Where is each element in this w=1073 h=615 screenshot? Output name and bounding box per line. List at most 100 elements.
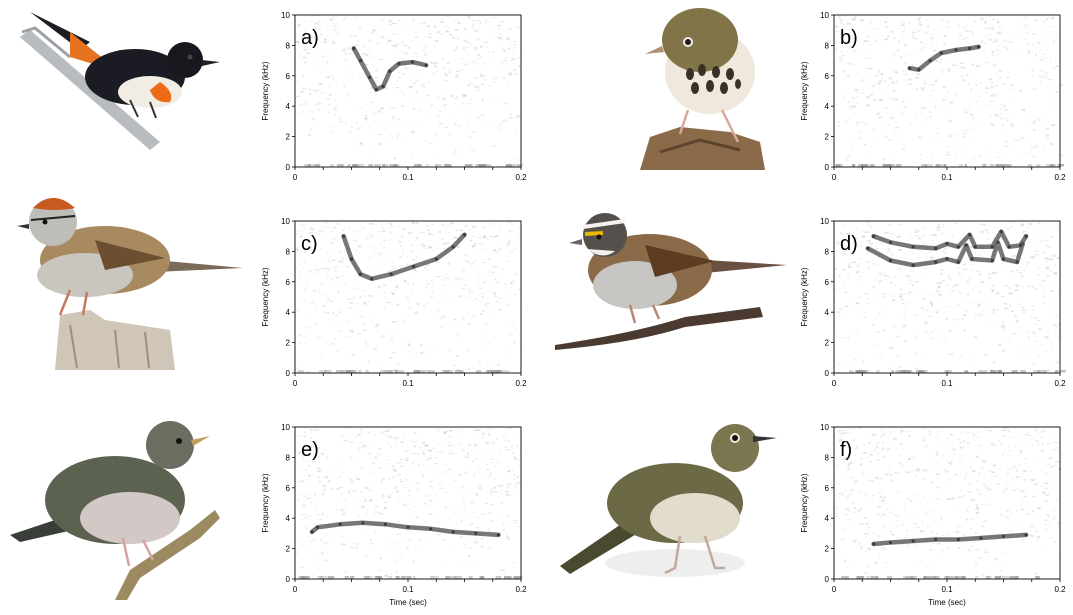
y-tick-label: 0	[286, 575, 291, 584]
trace-point	[1001, 257, 1006, 261]
x-axis-title: Time (sec)	[389, 598, 427, 607]
plot-area-b	[834, 15, 1060, 167]
y-tick-label: 2	[825, 133, 830, 142]
trace-point	[451, 245, 455, 249]
y-tick-label: 10	[281, 217, 290, 226]
trace-point	[990, 245, 994, 249]
y-tick-label: 4	[825, 308, 830, 317]
chipping-sparrow-illustration	[17, 198, 243, 370]
trace-point	[429, 527, 433, 531]
trace-point	[412, 265, 416, 269]
trace-point	[358, 272, 363, 276]
y-tick-label: 4	[286, 308, 291, 317]
ovenbird-illustration	[640, 8, 765, 170]
trace-point	[368, 75, 372, 79]
y-tick-label: 8	[286, 247, 291, 256]
x-tick-label: 0	[293, 173, 298, 182]
x-tick-label: 0.1	[941, 585, 953, 594]
y-axis-title: Frequency (kHz)	[261, 473, 270, 532]
trace-point	[316, 525, 320, 529]
swainsons-thrush-illustration	[560, 424, 777, 577]
spectrogram-noise-b	[834, 15, 1065, 168]
spectrogram-noise-d	[834, 221, 1066, 373]
trace-point	[352, 46, 356, 51]
plot-area-a	[295, 15, 521, 167]
trace-point	[1024, 234, 1028, 238]
x-tick-label: 0	[293, 379, 298, 388]
x-tick-label: 0.2	[1054, 379, 1066, 388]
trace-point	[939, 51, 943, 55]
y-tick-label: 8	[286, 453, 291, 462]
x-tick-label: 0.2	[1054, 585, 1066, 594]
trace-point	[934, 537, 938, 542]
trace-point	[342, 234, 346, 238]
spectrogram-noise-a	[295, 15, 525, 168]
y-tick-label: 8	[825, 41, 830, 50]
y-tick-label: 10	[281, 11, 290, 20]
trace-point	[979, 536, 983, 540]
trace-point	[374, 87, 378, 92]
y-tick-label: 0	[286, 369, 291, 378]
trace-point	[973, 245, 977, 249]
trace-point	[410, 60, 415, 64]
trace-point	[496, 533, 500, 537]
trace-point	[310, 530, 314, 534]
y-tick-label: 4	[286, 514, 291, 523]
spectrogram-e: 0 2 4 6 8 10 0 0.1 0.2 Frequency (kHz) Time (sec) e…	[261, 423, 527, 607]
x-tick-label: 0.2	[515, 173, 527, 182]
y-tick-label: 8	[286, 41, 291, 50]
trace-point	[1007, 245, 1011, 249]
trace-point	[888, 240, 893, 244]
trace-point	[383, 522, 387, 526]
spectrogram-panel-a: 0 2 4 6 8 10 0 0.1 0.2 Frequency (kHz) a)	[253, 8, 528, 190]
trace-point	[406, 525, 410, 529]
spectrogram-panel-b: 0 2 4 6 8 10 0 0.1 0.2 Frequency (kHz) b)	[792, 8, 1067, 190]
trace-point	[872, 234, 876, 238]
trace-point	[990, 258, 994, 263]
vocalization-trace-e	[309, 520, 501, 538]
y-tick-label: 6	[286, 484, 291, 493]
bird-photo-american-redstart	[10, 2, 235, 152]
spectrogram-noise-f	[834, 427, 1062, 579]
x-tick-label: 0.1	[941, 379, 953, 388]
trace-point	[1001, 534, 1006, 538]
spectrogram-a: 0 2 4 6 8 10 0 0.1 0.2 Frequency (kHz) a)	[261, 11, 527, 182]
y-axis-title: Frequency (kHz)	[261, 267, 270, 326]
y-tick-label: 6	[286, 72, 291, 81]
y-tick-label: 8	[825, 247, 830, 256]
panel-letter: f)	[840, 439, 852, 461]
trace-point	[888, 540, 893, 545]
trace-point	[474, 531, 478, 535]
y-tick-label: 4	[286, 102, 291, 111]
trace-point	[908, 66, 912, 70]
trace-point	[968, 46, 972, 51]
trace-point	[934, 260, 938, 264]
trace-point	[358, 59, 363, 63]
bird-photo-gray-cheeked-thrush	[5, 410, 220, 600]
trace-point	[977, 45, 981, 49]
trace-point	[451, 530, 455, 534]
trace-point	[338, 522, 342, 526]
y-tick-label: 2	[825, 545, 830, 554]
y-tick-label: 2	[286, 133, 291, 142]
plot-area-e	[295, 427, 521, 579]
spectrogram-b: 0 2 4 6 8 10 0 0.1 0.2 Frequency (kHz) b)	[800, 11, 1066, 182]
trace-point	[917, 68, 921, 72]
x-tick-label: 0.2	[515, 379, 527, 388]
trace-point	[928, 59, 932, 63]
x-tick-label: 0.2	[1054, 173, 1066, 182]
y-tick-label: 2	[286, 545, 291, 554]
y-tick-label: 0	[825, 575, 830, 584]
trace-point	[434, 257, 438, 261]
trace-point	[999, 230, 1003, 234]
vocalization-trace-f	[871, 532, 1029, 547]
panel-letter: a)	[301, 27, 319, 49]
trace-point	[397, 62, 401, 66]
panel-letter: b)	[840, 27, 858, 49]
y-tick-label: 0	[825, 163, 830, 172]
y-axis-title: Frequency (kHz)	[261, 61, 270, 120]
trace-point	[954, 48, 958, 52]
spectrogram-noise-e	[295, 427, 523, 579]
trace-point	[888, 258, 893, 263]
trace-point	[1015, 260, 1019, 264]
